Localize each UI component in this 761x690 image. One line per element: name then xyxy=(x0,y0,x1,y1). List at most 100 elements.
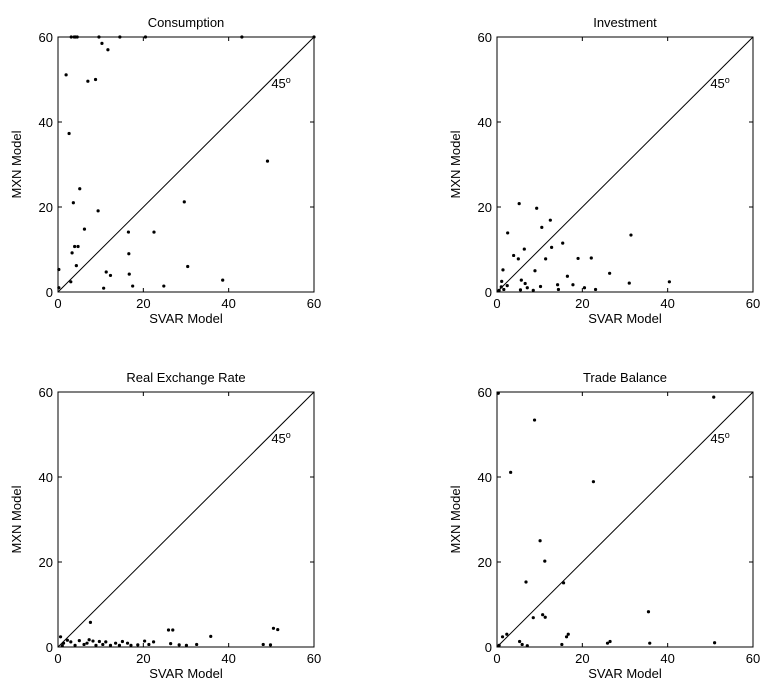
y-tick-label: 60 xyxy=(39,385,53,400)
data-point xyxy=(117,643,122,647)
data-point xyxy=(589,256,593,260)
data-point xyxy=(93,77,98,82)
data-point xyxy=(71,201,75,205)
data-point xyxy=(538,284,543,289)
scatter-panel-1: 0 20 40 60 0 20 40 60 45o Consumption SVAR Model MX… xyxy=(9,15,321,326)
reference-line-label-degree: o xyxy=(725,430,730,440)
reference-line-45 xyxy=(57,36,315,293)
data-point xyxy=(69,640,73,644)
data-point xyxy=(96,209,100,213)
x-tick-label: 0 xyxy=(54,296,61,311)
x-tick-label: 20 xyxy=(575,651,589,666)
data-point xyxy=(535,206,539,210)
x-tick-label: 60 xyxy=(307,651,321,666)
data-point xyxy=(312,35,316,39)
data-point xyxy=(261,642,265,647)
reference-line-label-base: 45 xyxy=(710,431,724,446)
data-point xyxy=(500,279,504,283)
data-point xyxy=(69,35,73,39)
data-point xyxy=(129,643,133,647)
reference-line-45 xyxy=(496,36,754,293)
data-point xyxy=(499,285,503,289)
y-tick-label: 40 xyxy=(478,115,492,130)
x-axis-label: SVAR Model xyxy=(588,311,662,326)
data-point xyxy=(61,641,66,645)
data-point xyxy=(544,257,548,261)
x-axis-label: SVAR Model xyxy=(149,311,223,326)
reference-line-label-degree: o xyxy=(725,75,730,85)
scatter-panel-4: 0 20 40 60 0 20 40 60 45o Trade Balance SVAR Model… xyxy=(448,370,760,681)
data-point xyxy=(91,639,95,643)
data-point xyxy=(75,35,79,39)
data-point xyxy=(502,287,506,292)
data-point xyxy=(524,580,528,584)
data-point xyxy=(101,642,105,647)
x-tick-label: 60 xyxy=(746,651,760,666)
data-point xyxy=(564,635,569,639)
data-point xyxy=(86,79,90,83)
data-point xyxy=(506,231,510,235)
data-point xyxy=(195,642,199,647)
scatter-panel-2: 0 20 40 60 0 20 40 60 45o Investment SVAR Model MXN… xyxy=(448,15,760,326)
data-point xyxy=(505,632,509,636)
data-point xyxy=(533,269,537,273)
data-point xyxy=(497,643,501,647)
y-tick-label: 20 xyxy=(39,200,53,215)
data-point xyxy=(561,581,566,585)
y-axis-label: MXN Model xyxy=(448,130,463,198)
data-point xyxy=(548,218,552,222)
data-point xyxy=(646,610,651,614)
x-tick-label: 40 xyxy=(221,296,235,311)
reference-line-label-base: 45 xyxy=(271,431,285,446)
data-point xyxy=(182,200,186,204)
data-point xyxy=(131,284,135,288)
data-point xyxy=(276,627,280,632)
panel-title: Consumption xyxy=(148,15,225,30)
data-point xyxy=(104,270,108,274)
data-point xyxy=(70,251,74,255)
data-point xyxy=(565,274,570,278)
data-point xyxy=(64,73,68,77)
reference-line-45 xyxy=(57,391,315,648)
data-point xyxy=(82,642,86,647)
data-point xyxy=(106,48,110,52)
axes-frame xyxy=(57,391,315,648)
data-point xyxy=(143,639,147,643)
reference-line-label-base: 45 xyxy=(271,76,285,91)
axes-frame xyxy=(496,391,754,648)
data-point xyxy=(268,643,273,647)
data-point xyxy=(127,272,131,276)
y-tick-label: 20 xyxy=(478,555,492,570)
data-point xyxy=(540,225,544,229)
x-tick-label: 60 xyxy=(746,296,760,311)
data-point xyxy=(78,187,82,191)
axes-frame xyxy=(496,36,754,293)
data-point xyxy=(712,395,716,399)
data-point xyxy=(509,470,513,474)
data-point xyxy=(543,615,547,619)
data-point xyxy=(69,280,73,284)
data-point xyxy=(523,281,527,286)
panel-title: Trade Balance xyxy=(583,370,667,385)
data-point xyxy=(496,391,500,395)
y-axis-label: MXN Model xyxy=(9,130,24,198)
data-point xyxy=(120,639,125,644)
data-point xyxy=(57,267,61,272)
data-point xyxy=(143,35,148,39)
reference-line-label-base: 45 xyxy=(710,76,724,91)
data-point xyxy=(629,233,633,237)
data-point xyxy=(127,252,131,256)
data-point xyxy=(94,643,98,647)
data-point xyxy=(497,288,501,292)
data-point xyxy=(608,271,612,275)
data-point xyxy=(713,641,717,645)
x-tick-label: 60 xyxy=(307,296,321,311)
data-point xyxy=(593,287,598,292)
data-point xyxy=(516,257,520,261)
x-tick-label: 40 xyxy=(660,296,674,311)
x-tick-label: 40 xyxy=(660,651,674,666)
panel-title: Investment xyxy=(593,15,657,30)
data-point xyxy=(221,278,225,282)
data-point xyxy=(500,635,505,639)
reference-line-label-degree: o xyxy=(286,75,291,85)
